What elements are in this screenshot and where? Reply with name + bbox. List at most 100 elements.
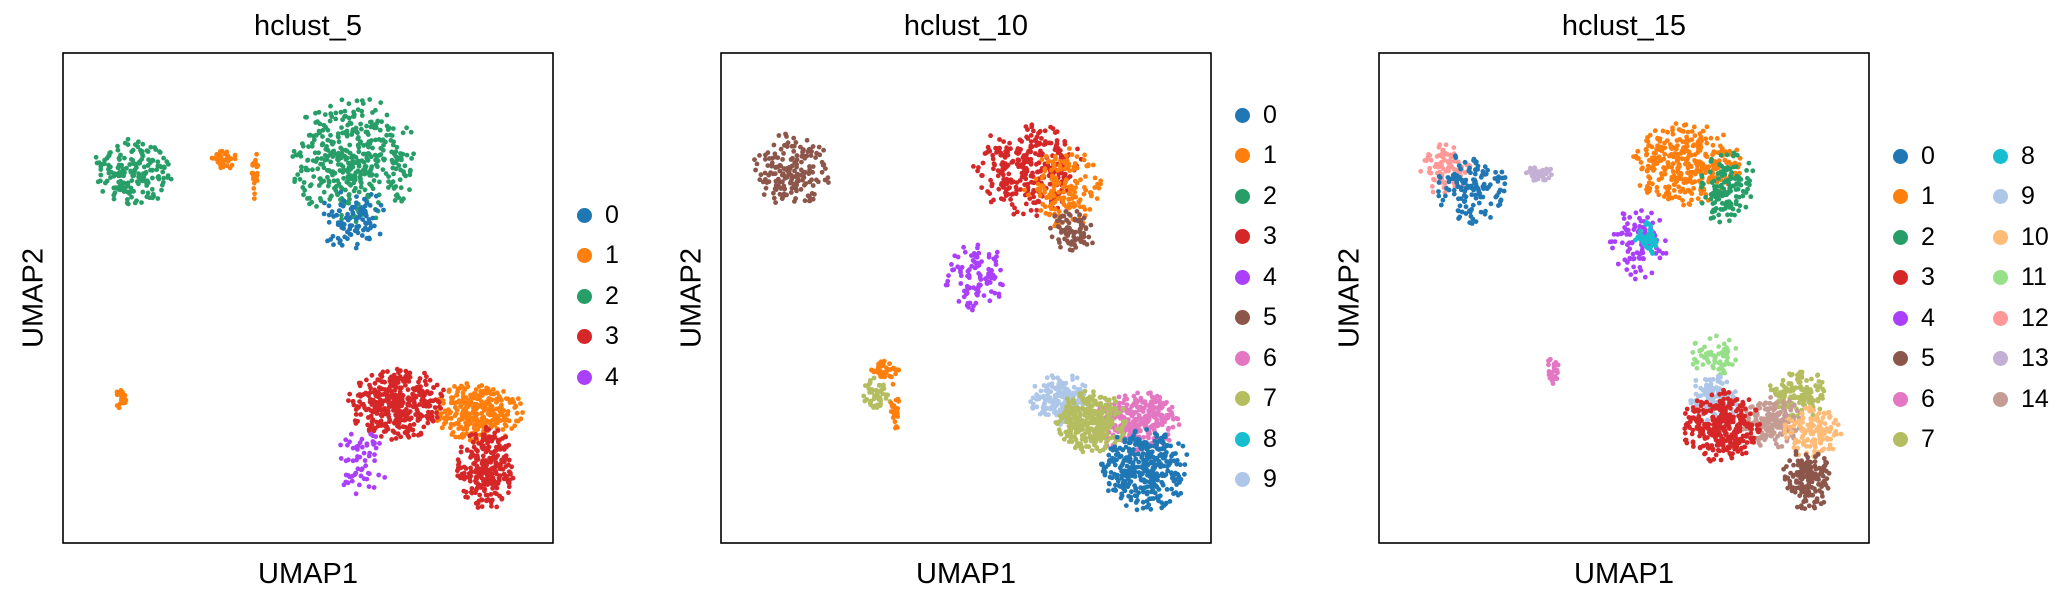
data-point (344, 133, 350, 139)
data-point (389, 402, 395, 407)
data-point (386, 414, 392, 420)
data-point (1726, 201, 1732, 207)
data-point (1048, 124, 1053, 130)
data-point (347, 391, 353, 397)
data-point (409, 156, 414, 161)
data-point (1745, 186, 1750, 192)
data-point (1028, 208, 1034, 213)
data-point (1164, 459, 1169, 464)
data-point (1043, 412, 1048, 417)
data-point (1125, 471, 1131, 477)
data-point (1042, 190, 1047, 196)
data-point (986, 252, 992, 257)
data-point (375, 394, 381, 400)
data-point (374, 410, 380, 415)
data-point (1044, 154, 1049, 159)
data-point (1143, 422, 1149, 428)
data-point (469, 469, 474, 474)
data-point (479, 504, 485, 509)
data-point (1132, 474, 1138, 479)
data-point (398, 185, 404, 191)
data-point (1049, 234, 1055, 240)
data-point (777, 168, 783, 174)
data-point (335, 133, 341, 139)
data-point (209, 155, 215, 161)
data-point (1175, 492, 1181, 498)
data-point (1043, 211, 1049, 216)
data-point (1138, 406, 1144, 412)
data-point (1470, 202, 1476, 208)
data-point (1137, 437, 1142, 443)
data-point (389, 383, 395, 389)
data-point (379, 407, 384, 413)
data-point (350, 445, 356, 451)
data-point (391, 186, 397, 191)
data-point (971, 164, 976, 169)
data-point (956, 299, 962, 304)
data-point (140, 141, 146, 147)
cluster-3-points (455, 424, 516, 510)
data-point (480, 432, 486, 438)
data-point (362, 187, 368, 193)
data-point (425, 416, 431, 422)
data-point (1712, 193, 1718, 198)
data-point (1022, 167, 1027, 173)
data-point (489, 503, 494, 509)
data-point (1124, 463, 1130, 469)
data-point (1057, 158, 1063, 164)
data-point (871, 405, 876, 410)
data-point (494, 390, 500, 396)
data-point (369, 422, 375, 428)
data-point (1697, 131, 1703, 137)
data-point (155, 196, 161, 201)
data-point (335, 235, 341, 241)
data-point (1136, 459, 1142, 465)
data-point (1140, 499, 1146, 505)
data-point (955, 264, 961, 270)
data-point (1092, 185, 1098, 190)
data-point (1678, 151, 1683, 156)
data-point (382, 379, 387, 385)
data-point (455, 389, 460, 395)
data-point (1634, 250, 1640, 256)
data-point (1492, 176, 1498, 181)
data-point (374, 154, 380, 160)
data-point (764, 180, 770, 186)
data-point (861, 393, 867, 399)
data-point (364, 123, 369, 129)
data-point (1066, 161, 1072, 166)
data-point (363, 390, 369, 396)
data-point (326, 212, 332, 218)
data-point (488, 500, 494, 505)
data-point (985, 189, 990, 194)
data-point (1432, 177, 1437, 183)
data-point (1443, 168, 1449, 174)
data-point (1698, 191, 1704, 197)
data-point (351, 180, 357, 186)
data-point (122, 155, 127, 161)
data-point (1435, 164, 1441, 170)
data-point (1653, 239, 1659, 245)
data-point (1103, 464, 1109, 470)
data-point (1646, 143, 1651, 149)
data-point (1644, 168, 1650, 174)
data-point (408, 167, 413, 173)
data-point (966, 304, 971, 310)
data-point (106, 170, 112, 176)
data-point (1146, 435, 1151, 441)
data-point (1683, 161, 1688, 167)
data-point (1644, 187, 1649, 192)
data-point (1063, 231, 1069, 237)
data-point (1612, 239, 1618, 245)
data-point (1065, 396, 1070, 402)
data-point (1127, 436, 1133, 442)
data-point (487, 455, 492, 461)
data-point (757, 177, 763, 183)
data-point (1129, 404, 1135, 409)
data-point (470, 439, 476, 445)
data-point (439, 393, 445, 399)
data-point (378, 412, 384, 418)
data-point (316, 183, 322, 188)
data-point (1544, 171, 1549, 176)
data-point (1062, 139, 1068, 144)
